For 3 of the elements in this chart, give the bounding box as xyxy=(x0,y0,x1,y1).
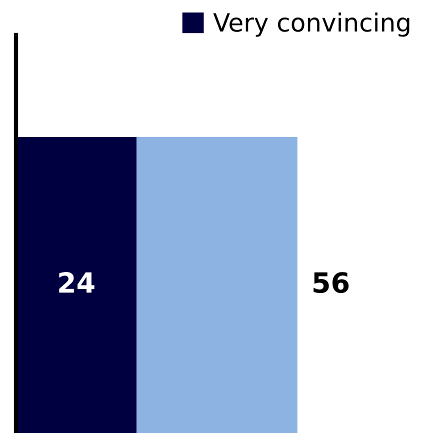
legend-label: Very convincing xyxy=(213,12,410,37)
total-label: 56 xyxy=(314,272,349,294)
data-label: 24 xyxy=(59,272,94,293)
